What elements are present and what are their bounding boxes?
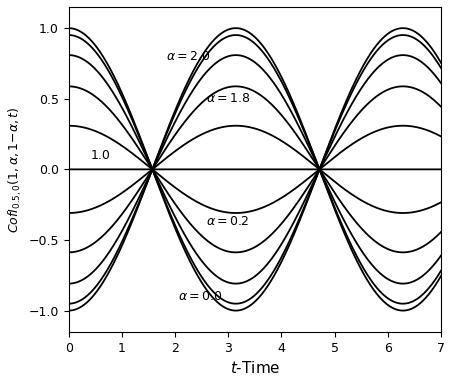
- Text: 1.0: 1.0: [91, 149, 110, 162]
- Text: $\alpha = 1.8$: $\alpha = 1.8$: [206, 92, 250, 105]
- Text: $\alpha = 2.0$: $\alpha = 2.0$: [165, 50, 210, 63]
- Text: $\alpha = 0.0$: $\alpha = 0.0$: [177, 290, 222, 303]
- Y-axis label: $\mathit{CofI}_{0.5,0}(1,\alpha,1{-}\alpha,t)$: $\mathit{CofI}_{0.5,0}(1,\alpha,1{-}\alp…: [7, 106, 24, 232]
- Text: $\alpha = 0.2$: $\alpha = 0.2$: [206, 215, 249, 228]
- X-axis label: $t$-Time: $t$-Time: [229, 360, 280, 376]
